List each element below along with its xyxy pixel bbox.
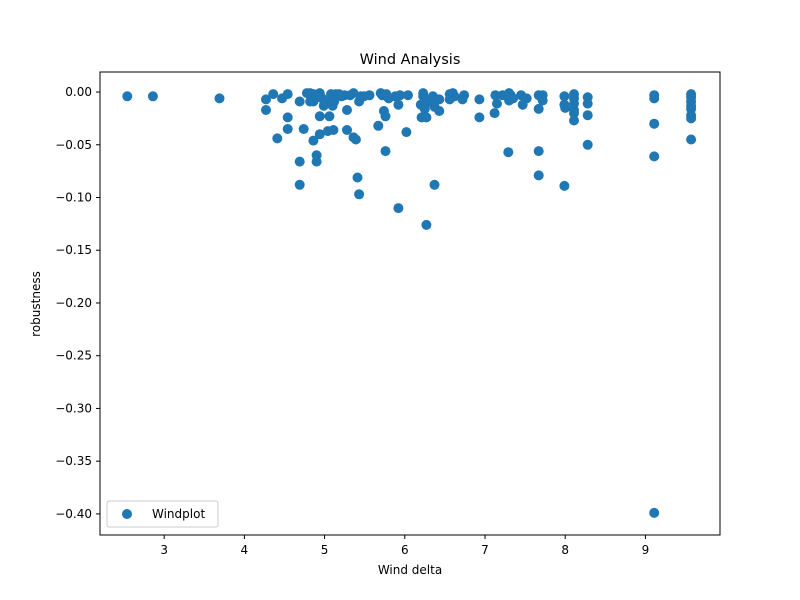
data-point <box>122 91 133 102</box>
data-point <box>508 93 519 104</box>
legend-box <box>106 500 219 528</box>
data-point <box>533 146 544 157</box>
data-point <box>582 98 593 109</box>
data-point <box>294 179 305 190</box>
data-point <box>395 90 405 101</box>
y-axis-ticks: 0.00 −0.05 −0.10 −0.15 −0.20 −0.25 −0.30 −0.35 −… <box>55 85 100 521</box>
data-point <box>421 219 432 230</box>
y-axis-label: robustness <box>29 271 43 337</box>
data-point <box>559 180 570 191</box>
data-point <box>559 91 570 102</box>
data-point <box>533 103 544 114</box>
data-point <box>354 189 365 200</box>
legend-marker <box>122 509 132 519</box>
data-point <box>294 96 305 107</box>
data-point <box>449 91 460 102</box>
y-tick-label: −0.05 <box>55 138 92 152</box>
data-point <box>308 135 319 146</box>
data-point <box>434 106 445 116</box>
data-point <box>380 111 391 122</box>
data-point <box>147 91 158 102</box>
y-tick-label: −0.20 <box>55 296 92 310</box>
data-point <box>401 127 412 138</box>
data-point <box>311 156 322 167</box>
data-point <box>521 93 532 104</box>
y-tick-label: −0.30 <box>55 401 92 415</box>
plot-frame <box>99 71 721 536</box>
data-point <box>492 98 502 109</box>
data-point <box>282 89 293 100</box>
data-point <box>490 90 501 101</box>
data-point <box>560 102 571 113</box>
data-point <box>459 90 470 101</box>
legend: Windplot <box>106 500 219 528</box>
data-point <box>393 203 404 214</box>
data-point <box>503 147 514 158</box>
data-point <box>569 108 579 119</box>
data-point <box>298 124 309 134</box>
data-point <box>649 507 660 518</box>
x-tick-label: 4 <box>241 543 249 557</box>
data-point <box>434 94 445 105</box>
y-tick-label: 0.00 <box>65 85 92 99</box>
x-tick-label: 3 <box>160 543 168 557</box>
data-point <box>268 89 279 100</box>
x-tick-label: 9 <box>642 543 650 557</box>
data-point <box>324 111 335 122</box>
data-point <box>419 103 430 114</box>
data-point <box>314 111 325 122</box>
data-point <box>474 112 485 123</box>
data-point <box>429 179 440 190</box>
points-layer <box>122 88 697 518</box>
x-tick-label: 5 <box>321 543 329 557</box>
y-tick-label: −0.10 <box>55 191 92 205</box>
y-tick-label: −0.35 <box>55 454 92 468</box>
data-point <box>421 112 432 123</box>
data-point <box>373 120 384 131</box>
data-point <box>649 118 660 129</box>
data-point <box>380 146 391 157</box>
data-point <box>537 95 548 106</box>
y-tick-label: −0.25 <box>55 349 92 363</box>
data-point <box>474 94 485 105</box>
data-point <box>350 134 361 145</box>
data-point <box>352 172 363 183</box>
data-point <box>261 105 271 115</box>
data-point <box>582 110 593 121</box>
data-point <box>393 99 404 110</box>
data-point <box>364 90 375 101</box>
x-axis-label: Wind delta <box>378 563 442 577</box>
chart-title: Wind Analysis <box>360 52 461 68</box>
x-tick-label: 6 <box>401 543 409 557</box>
data-point <box>342 105 352 115</box>
data-point <box>214 93 225 104</box>
data-point <box>294 156 305 167</box>
data-point <box>686 134 697 145</box>
data-point <box>489 108 500 119</box>
y-tick-label: −0.40 <box>55 507 92 521</box>
data-point <box>533 170 544 181</box>
data-point <box>282 112 293 123</box>
data-point <box>403 90 413 101</box>
legend-label: Windplot <box>152 507 205 521</box>
x-tick-label: 8 <box>561 543 569 557</box>
data-point <box>282 124 293 134</box>
data-point <box>649 90 660 101</box>
data-point <box>569 115 579 126</box>
x-axis-ticks: 3 4 5 6 7 8 9 <box>160 535 649 557</box>
data-point <box>686 113 697 124</box>
data-point <box>314 129 325 140</box>
data-point <box>649 151 660 162</box>
data-point <box>328 125 339 135</box>
y-tick-label: −0.15 <box>55 243 92 257</box>
data-point <box>342 125 352 135</box>
data-point <box>272 133 283 144</box>
data-point <box>261 94 271 105</box>
data-point <box>582 139 593 150</box>
x-tick-label: 7 <box>481 543 489 557</box>
